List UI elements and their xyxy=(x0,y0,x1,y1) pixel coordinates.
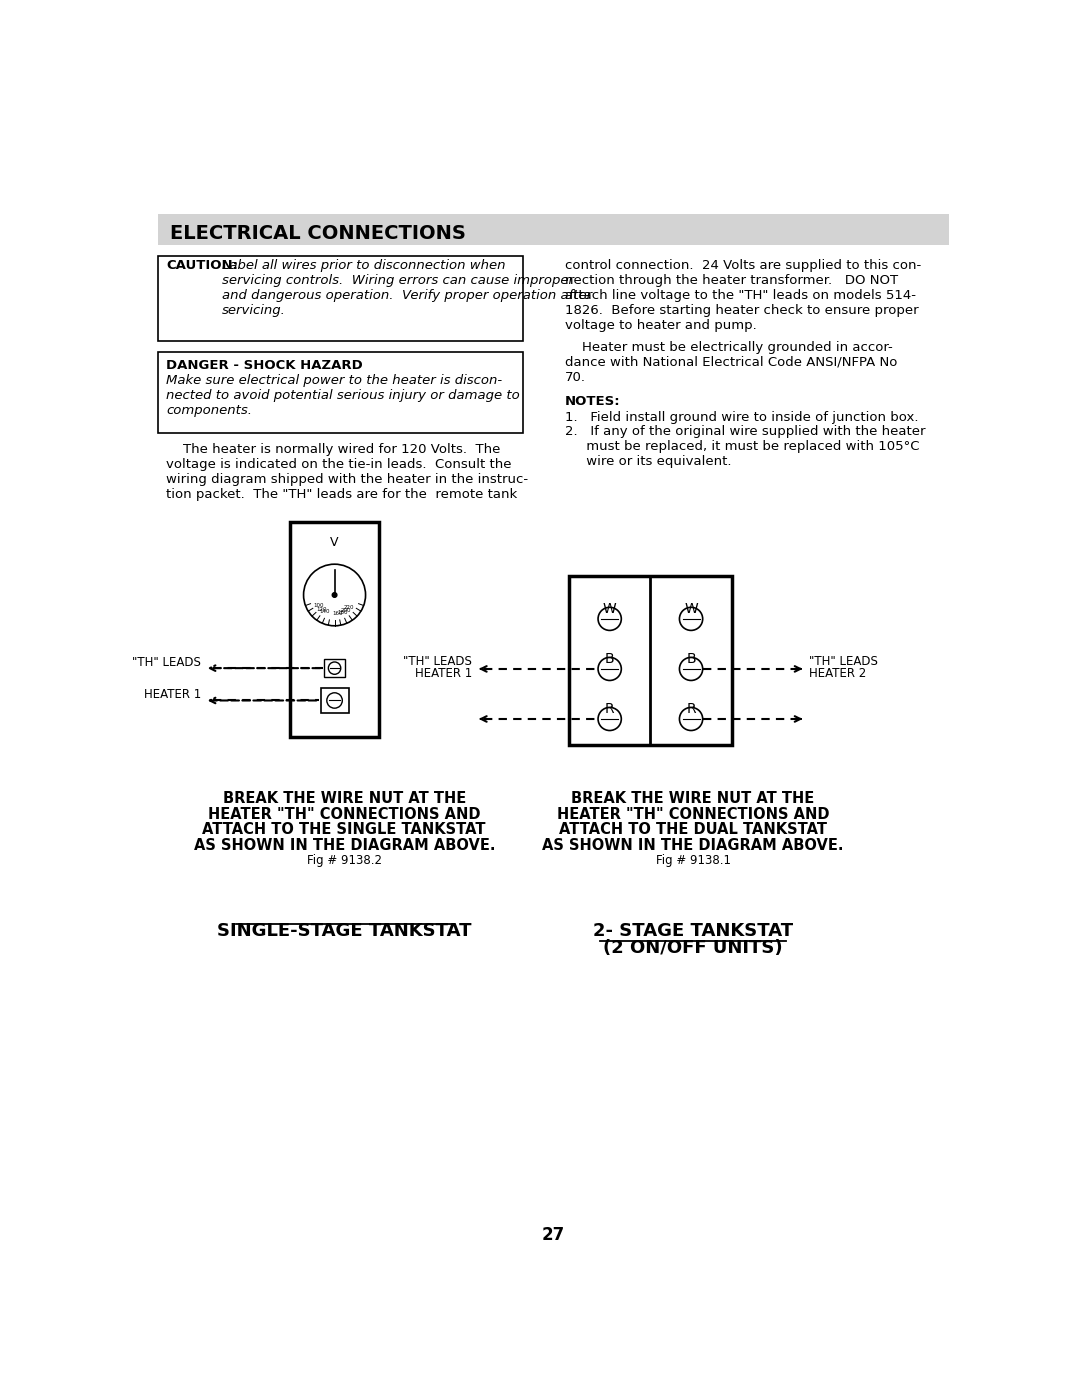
FancyBboxPatch shape xyxy=(321,689,349,712)
Text: AS SHOWN IN THE DIAGRAM ABOVE.: AS SHOWN IN THE DIAGRAM ABOVE. xyxy=(193,838,495,852)
FancyBboxPatch shape xyxy=(291,522,379,738)
Text: HEATER 1: HEATER 1 xyxy=(144,689,201,701)
Text: NOTES:: NOTES: xyxy=(565,395,621,408)
Text: "TH" LEADS: "TH" LEADS xyxy=(403,655,472,668)
Text: The heater is normally wired for 120 Volts.  The
voltage is indicated on the tie: The heater is normally wired for 120 Vol… xyxy=(166,443,528,502)
Text: (2 ON/OFF UNITS): (2 ON/OFF UNITS) xyxy=(604,939,783,957)
FancyBboxPatch shape xyxy=(324,659,345,678)
Text: BREAK THE WIRE NUT AT THE: BREAK THE WIRE NUT AT THE xyxy=(222,791,465,806)
FancyBboxPatch shape xyxy=(159,352,523,433)
Text: W: W xyxy=(685,602,698,616)
Text: 120: 120 xyxy=(316,606,326,612)
Text: 2- STAGE TANKSTAT: 2- STAGE TANKSTAT xyxy=(593,922,793,940)
Text: HEATER "TH" CONNECTIONS AND: HEATER "TH" CONNECTIONS AND xyxy=(208,806,481,821)
Text: R: R xyxy=(686,703,696,717)
Text: 2.   If any of the original wire supplied with the heater
     must be replaced,: 2. If any of the original wire supplied … xyxy=(565,425,926,468)
Text: 220: 220 xyxy=(345,605,354,610)
Text: DANGER - SHOCK HAZARD: DANGER - SHOCK HAZARD xyxy=(166,359,363,372)
Text: 180: 180 xyxy=(337,610,348,615)
Text: AS SHOWN IN THE DIAGRAM ABOVE.: AS SHOWN IN THE DIAGRAM ABOVE. xyxy=(542,838,843,852)
Text: Heater must be electrically grounded in accor-
dance with National Electrical Co: Heater must be electrically grounded in … xyxy=(565,341,897,384)
FancyBboxPatch shape xyxy=(159,214,948,244)
Text: ATTACH TO THE DUAL TANKSTAT: ATTACH TO THE DUAL TANKSTAT xyxy=(559,823,827,837)
Text: 27: 27 xyxy=(542,1227,565,1245)
Text: V: V xyxy=(330,535,339,549)
Text: 160: 160 xyxy=(333,612,343,616)
Text: 140: 140 xyxy=(320,609,330,615)
Text: BREAK THE WIRE NUT AT THE: BREAK THE WIRE NUT AT THE xyxy=(571,791,814,806)
Circle shape xyxy=(333,592,337,598)
Text: ELECTRICAL CONNECTIONS: ELECTRICAL CONNECTIONS xyxy=(170,224,465,243)
Text: control connection.  24 Volts are supplied to this con-
nection through the heat: control connection. 24 Volts are supplie… xyxy=(565,258,921,331)
FancyBboxPatch shape xyxy=(569,576,732,745)
Text: 1.   Field install ground wire to inside of junction box.: 1. Field install ground wire to inside o… xyxy=(565,411,919,423)
Text: SINGLE-STAGE TANKSTAT: SINGLE-STAGE TANKSTAT xyxy=(217,922,472,940)
Text: B: B xyxy=(686,652,696,666)
Text: HEATER 1: HEATER 1 xyxy=(415,668,472,680)
Text: HEATER 2: HEATER 2 xyxy=(809,668,866,680)
Text: "TH" LEADS: "TH" LEADS xyxy=(809,655,878,668)
Text: B: B xyxy=(605,652,615,666)
Text: CAUTION:: CAUTION: xyxy=(166,258,238,271)
Text: ATTACH TO THE SINGLE TANKSTAT: ATTACH TO THE SINGLE TANKSTAT xyxy=(203,823,486,837)
Text: Make sure electrical power to the heater is discon-
nected to avoid potential se: Make sure electrical power to the heater… xyxy=(166,374,519,416)
Text: Fig # 9138.1: Fig # 9138.1 xyxy=(656,855,730,868)
Text: R: R xyxy=(605,703,615,717)
Text: "TH" LEADS: "TH" LEADS xyxy=(132,655,201,669)
Text: W: W xyxy=(603,602,617,616)
Text: 100: 100 xyxy=(313,604,324,608)
Text: 200: 200 xyxy=(341,608,351,613)
Text: HEATER "TH" CONNECTIONS AND: HEATER "TH" CONNECTIONS AND xyxy=(557,806,829,821)
Text: Fig # 9138.2: Fig # 9138.2 xyxy=(307,855,381,868)
FancyBboxPatch shape xyxy=(159,256,523,341)
Text: Label all wires prior to disconnection when
servicing controls.  Wiring errors c: Label all wires prior to disconnection w… xyxy=(221,258,592,317)
